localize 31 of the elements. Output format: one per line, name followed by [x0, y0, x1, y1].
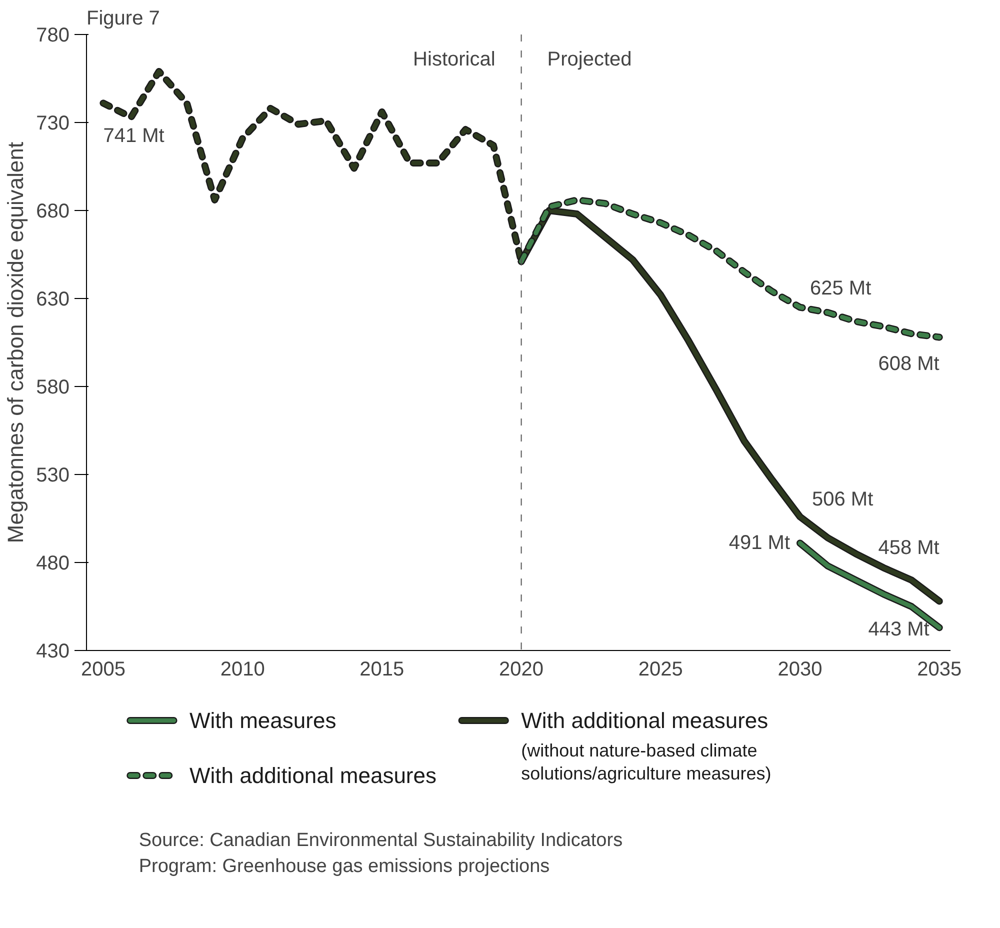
x-tick-label: 2005: [80, 658, 126, 680]
x-tick-label: 2030: [778, 658, 822, 680]
y-tick-label: 580: [36, 376, 70, 398]
legend-label: With measures: [189, 708, 336, 733]
y-tick-label: 780: [36, 24, 70, 46]
legend-label: With additional measures (without nature-based climate solutions/agriculture measures): [521, 708, 772, 784]
y-axis-title: Megatonnes of carbon dioxide equivalent: [3, 142, 28, 544]
annotation: Historical: [413, 48, 496, 70]
annotation: 491 Mt: [728, 532, 790, 554]
y-tick-label: 680: [36, 200, 70, 222]
y-tick-label: 430: [36, 640, 70, 662]
x-tick-label: 2035: [917, 658, 962, 680]
y-tick-label: 630: [36, 288, 70, 310]
x-tick-label: 2025: [638, 658, 683, 680]
annotation: 608 Mt: [878, 353, 940, 376]
annotation: 443 Mt: [868, 618, 930, 641]
x-tick-label: 2020: [499, 658, 544, 680]
y-tick-label: 730: [36, 112, 70, 134]
annotation: 741 Mt: [103, 125, 165, 148]
annotation: 625 Mt: [810, 277, 872, 300]
annotation: 506 Mt: [812, 488, 874, 511]
y-tick-label: 480: [36, 552, 70, 574]
y-tick-label: 530: [36, 464, 70, 486]
text: Program: Greenhouse gas emissions projections: [138, 856, 550, 877]
chart-title: Figure 7: [86, 8, 160, 30]
x-tick-label: 2010: [220, 658, 265, 680]
source-note: Source: Canadian Environmental Sustainability Indicators: [138, 830, 623, 851]
x-tick-label: 2015: [360, 658, 404, 680]
annotation: 458 Mt: [878, 537, 940, 560]
legend-label: With additional measures: [189, 763, 436, 788]
annotation: Projected: [547, 48, 632, 70]
